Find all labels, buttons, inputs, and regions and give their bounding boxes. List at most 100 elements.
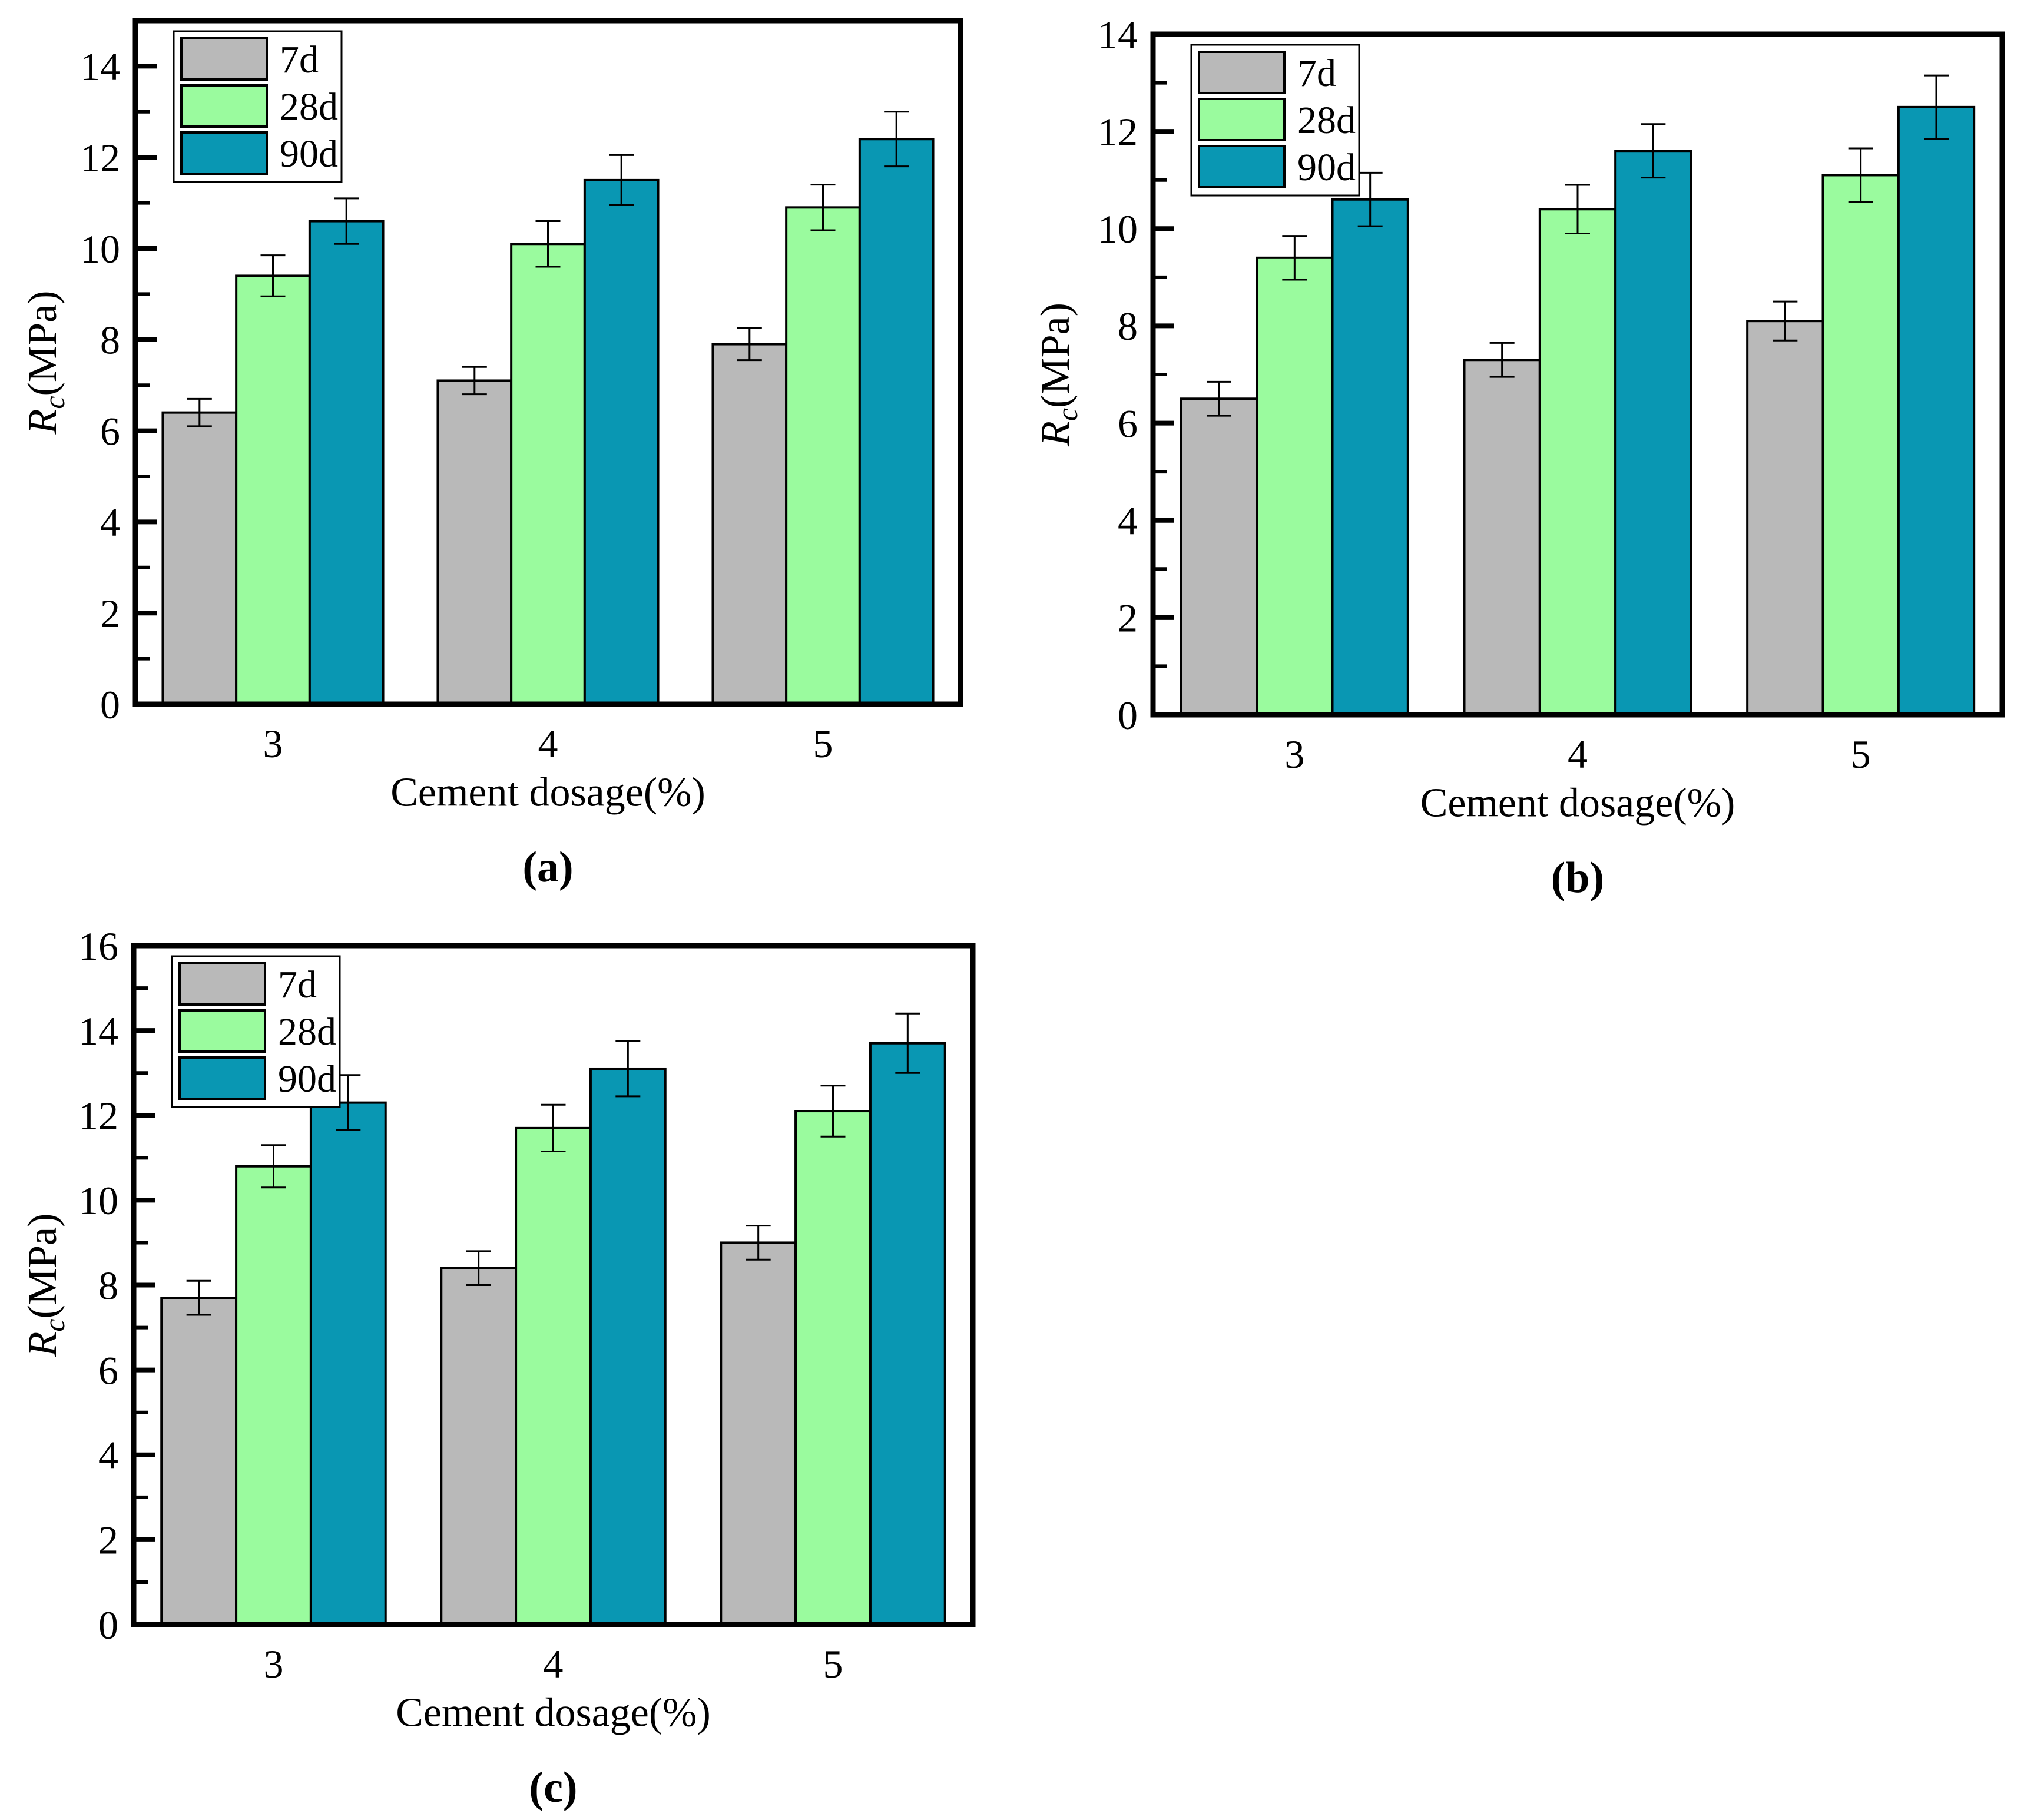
error-bar-90d-dosage-4 bbox=[615, 1040, 641, 1098]
error-bar-28d-dosage-4 bbox=[1565, 184, 1590, 235]
error-bar-28d-dosage-3 bbox=[1282, 235, 1307, 281]
legend-label: 7d bbox=[278, 963, 317, 1006]
xtick-label: 4 bbox=[1568, 732, 1588, 777]
xtick-label: 5 bbox=[1851, 732, 1871, 777]
ytick-label: 0 bbox=[1118, 693, 1138, 738]
ytick-label: 8 bbox=[1118, 304, 1138, 349]
ytick-label: 4 bbox=[100, 500, 120, 545]
legend-swatch-7d bbox=[180, 37, 268, 81]
chart-svg-a: 0 2 4 6 8 10 12 14 3 4 5 Cement dosage(%) (a) Rc(MPa)… bbox=[20, 18, 963, 891]
error-bar-7d-dosage-4 bbox=[1489, 342, 1515, 378]
bar-90d-dosage-4 bbox=[1614, 150, 1692, 716]
bar-28d-dosage-5 bbox=[1821, 174, 1900, 716]
y-axis-label-symbol: R bbox=[1033, 421, 1078, 447]
xtick-label: 4 bbox=[538, 721, 558, 766]
y-axis-label-subscript: c bbox=[1051, 408, 1084, 421]
panel-label: (a) bbox=[522, 843, 573, 891]
error-bar-7d-dosage-3 bbox=[186, 1279, 211, 1316]
axis-frame bbox=[131, 943, 976, 1627]
ytick-label: 4 bbox=[98, 1433, 118, 1478]
bar-7d-dosage-3 bbox=[160, 1297, 238, 1626]
error-bar-28d-dosage-3 bbox=[261, 1144, 286, 1189]
ytick-label: 8 bbox=[100, 318, 120, 363]
bar-7d-dosage-4 bbox=[1463, 359, 1541, 716]
error-bar-28d-dosage-4 bbox=[541, 1103, 566, 1153]
bar-28d-dosage-3 bbox=[235, 274, 311, 705]
bar-90d-dosage-5 bbox=[1897, 105, 1976, 716]
legend-label: 90d bbox=[1297, 146, 1356, 189]
ytick-label: 0 bbox=[98, 1603, 118, 1647]
legend-label: 28d bbox=[280, 85, 338, 128]
bar-7d-dosage-3 bbox=[1180, 397, 1258, 716]
y-axis-label: Rc(MPa) bbox=[20, 291, 71, 435]
panel-label: (b) bbox=[1551, 854, 1604, 902]
legend-swatch-28d bbox=[178, 1009, 266, 1053]
bar-90d-dosage-4 bbox=[589, 1067, 667, 1626]
y-axis-label-unit: (MPa) bbox=[20, 1214, 65, 1319]
ytick-label: 16 bbox=[78, 924, 118, 969]
ytick-label: 14 bbox=[78, 1009, 118, 1053]
panel-label: (c) bbox=[529, 1763, 577, 1812]
bar-28d-dosage-5 bbox=[794, 1110, 872, 1626]
error-bar-28d-dosage-5 bbox=[820, 1085, 846, 1138]
error-bar-90d-dosage-4 bbox=[1641, 123, 1666, 179]
ytick-label: 4 bbox=[1118, 499, 1138, 543]
axis-frame bbox=[132, 18, 963, 707]
ytick-label: 2 bbox=[100, 591, 120, 636]
bar-7d-dosage-4 bbox=[440, 1267, 518, 1626]
error-bar-90d-dosage-3 bbox=[334, 197, 359, 245]
error-bar-7d-dosage-5 bbox=[746, 1225, 771, 1261]
legend-swatch-7d bbox=[1198, 51, 1286, 94]
legend-label: 7d bbox=[280, 38, 319, 81]
xtick-label: 3 bbox=[1284, 732, 1304, 777]
bar-90d-dosage-5 bbox=[858, 138, 935, 706]
bar-28d-dosage-3 bbox=[1256, 256, 1334, 717]
x-axis-label: Cement dosage(%) bbox=[390, 770, 705, 815]
error-bar-7d-dosage-4 bbox=[466, 1250, 491, 1286]
legend-swatch-90d bbox=[1198, 145, 1286, 188]
ytick-label: 10 bbox=[80, 227, 120, 271]
error-bar-90d-dosage-3 bbox=[1357, 171, 1383, 227]
error-bar-28d-dosage-3 bbox=[260, 254, 286, 297]
legend-label: 7d bbox=[1297, 52, 1336, 95]
legend-swatch-28d bbox=[180, 84, 268, 128]
bar-28d-dosage-5 bbox=[785, 206, 861, 705]
xtick-label: 5 bbox=[813, 721, 833, 766]
ytick-label: 10 bbox=[1098, 207, 1138, 251]
x-axis-label: Cement dosage(%) bbox=[396, 1690, 711, 1736]
error-bar-90d-dosage-4 bbox=[609, 154, 634, 206]
ytick-label: 2 bbox=[98, 1518, 118, 1563]
error-bar-7d-dosage-3 bbox=[187, 397, 212, 427]
bar-90d-dosage-3 bbox=[309, 1101, 387, 1626]
error-bar-90d-dosage-5 bbox=[895, 1012, 920, 1074]
y-axis-label: Rc(MPa) bbox=[20, 1214, 71, 1358]
error-bar-90d-dosage-5 bbox=[1924, 74, 1949, 140]
legend-label: 90d bbox=[278, 1057, 336, 1100]
ytick-label: 0 bbox=[100, 682, 120, 727]
ytick-label: 2 bbox=[1118, 596, 1138, 641]
xtick-label: 4 bbox=[544, 1642, 564, 1686]
y-axis-label: Rc(MPa) bbox=[1033, 303, 1084, 447]
chart-svg-b: 0 2 4 6 8 10 12 14 3 4 5 Cement dosage(%) (b) Rc(MPa)… bbox=[1033, 12, 2005, 902]
chart-svg-c: 0 2 4 6 8 10 12 14 16 3 4 5 Cement dosage(%) (c) Rc(MP… bbox=[20, 924, 976, 1812]
legend-swatch-7d bbox=[178, 962, 266, 1006]
bar-7d-dosage-3 bbox=[161, 411, 238, 705]
ytick-label: 6 bbox=[98, 1348, 118, 1393]
legend-label: 28d bbox=[1297, 99, 1356, 142]
ytick-label: 10 bbox=[78, 1178, 118, 1223]
y-axis-label-subscript: c bbox=[38, 396, 71, 409]
bar-90d-dosage-4 bbox=[583, 178, 660, 705]
y-axis-label-symbol: R bbox=[20, 1332, 65, 1358]
chart-panel-b: 0 2 4 6 8 10 12 14 3 4 5 Cement dosage(%) (b) Rc(MPa)… bbox=[1013, 0, 2024, 910]
bar-90d-dosage-5 bbox=[869, 1042, 946, 1626]
xtick-label: 3 bbox=[264, 1642, 284, 1686]
bar-28d-dosage-4 bbox=[1538, 208, 1617, 716]
error-bar-90d-dosage-5 bbox=[884, 111, 909, 168]
y-axis-label-unit: (MPa) bbox=[20, 291, 65, 396]
legend-label: 28d bbox=[278, 1010, 336, 1053]
bar-7d-dosage-4 bbox=[436, 379, 513, 705]
bar-7d-dosage-5 bbox=[1746, 320, 1824, 716]
